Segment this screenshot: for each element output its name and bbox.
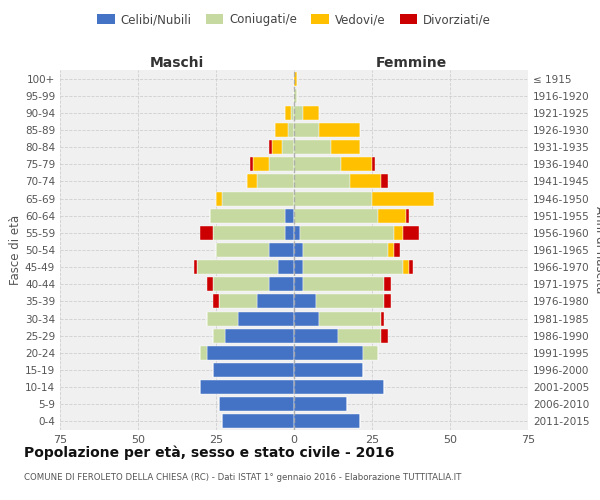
Bar bbox=[409, 260, 413, 274]
Text: COMUNE DI FEROLETO DELLA CHIESA (RC) - Dati ISTAT 1° gennaio 2016 - Elaborazione: COMUNE DI FEROLETO DELLA CHIESA (RC) - D… bbox=[24, 472, 461, 482]
Bar bbox=[350, 174, 382, 188]
Bar bbox=[269, 158, 294, 172]
Bar bbox=[250, 158, 253, 172]
Bar bbox=[294, 243, 304, 257]
Bar bbox=[319, 123, 359, 137]
Bar bbox=[294, 312, 319, 326]
Bar bbox=[294, 174, 350, 188]
Text: Popolazione per età, sesso e stato civile - 2016: Popolazione per età, sesso e stato civil… bbox=[24, 445, 394, 460]
Bar bbox=[253, 158, 269, 172]
Bar bbox=[382, 174, 388, 188]
Bar bbox=[272, 140, 281, 154]
Bar bbox=[294, 380, 385, 394]
Bar bbox=[382, 328, 388, 342]
Bar bbox=[269, 243, 294, 257]
Bar bbox=[388, 243, 394, 257]
Y-axis label: Fasce di età: Fasce di età bbox=[9, 215, 22, 285]
Bar bbox=[197, 260, 278, 274]
Bar bbox=[200, 346, 206, 360]
Bar bbox=[284, 208, 294, 222]
Bar bbox=[194, 260, 197, 274]
Bar bbox=[294, 192, 372, 205]
Bar bbox=[294, 158, 341, 172]
Bar bbox=[257, 294, 294, 308]
Legend: Celibi/Nubili, Coniugati/e, Vedovi/e, Divorziati/e: Celibi/Nubili, Coniugati/e, Vedovi/e, Di… bbox=[92, 8, 496, 31]
Bar bbox=[288, 123, 294, 137]
Bar bbox=[294, 398, 347, 411]
Bar bbox=[284, 106, 291, 120]
Bar bbox=[294, 106, 304, 120]
Bar bbox=[291, 106, 294, 120]
Bar bbox=[304, 106, 319, 120]
Bar bbox=[238, 312, 294, 326]
Bar bbox=[341, 158, 372, 172]
Bar bbox=[269, 140, 272, 154]
Bar bbox=[294, 123, 319, 137]
Bar bbox=[247, 174, 257, 188]
Bar bbox=[200, 226, 213, 240]
Bar bbox=[294, 294, 316, 308]
Bar bbox=[257, 174, 294, 188]
Bar bbox=[216, 243, 269, 257]
Bar bbox=[331, 140, 359, 154]
Bar bbox=[338, 328, 382, 342]
Bar bbox=[219, 398, 294, 411]
Bar bbox=[213, 363, 294, 377]
Bar bbox=[378, 208, 406, 222]
Bar bbox=[362, 346, 378, 360]
Bar bbox=[304, 260, 403, 274]
Text: Maschi: Maschi bbox=[150, 56, 204, 70]
Bar bbox=[213, 278, 269, 291]
Bar bbox=[403, 260, 409, 274]
Bar bbox=[316, 294, 385, 308]
Bar bbox=[294, 346, 362, 360]
Bar bbox=[206, 346, 294, 360]
Bar bbox=[385, 278, 391, 291]
Bar bbox=[294, 414, 359, 428]
Bar bbox=[394, 226, 403, 240]
Bar bbox=[284, 226, 294, 240]
Bar bbox=[294, 140, 331, 154]
Bar bbox=[294, 208, 378, 222]
Bar bbox=[294, 260, 304, 274]
Bar bbox=[226, 328, 294, 342]
Bar bbox=[206, 312, 238, 326]
Bar bbox=[275, 123, 288, 137]
Bar bbox=[294, 226, 300, 240]
Text: Femmine: Femmine bbox=[376, 56, 446, 70]
Bar bbox=[294, 72, 297, 86]
Bar bbox=[319, 312, 382, 326]
Bar bbox=[372, 192, 434, 205]
Bar bbox=[213, 226, 284, 240]
Bar bbox=[278, 260, 294, 274]
Bar bbox=[294, 328, 338, 342]
Bar bbox=[222, 192, 294, 205]
Bar bbox=[403, 226, 419, 240]
Bar bbox=[304, 278, 385, 291]
Bar bbox=[372, 158, 375, 172]
Bar bbox=[406, 208, 409, 222]
Bar bbox=[385, 294, 391, 308]
Bar bbox=[216, 192, 222, 205]
Bar bbox=[269, 278, 294, 291]
Bar bbox=[210, 208, 284, 222]
Bar bbox=[206, 278, 213, 291]
Bar bbox=[300, 226, 394, 240]
Bar bbox=[213, 294, 219, 308]
Bar bbox=[382, 312, 385, 326]
Bar bbox=[294, 278, 304, 291]
Bar bbox=[394, 243, 400, 257]
Bar bbox=[281, 140, 294, 154]
Bar bbox=[294, 363, 362, 377]
Bar bbox=[219, 294, 257, 308]
Bar bbox=[213, 328, 226, 342]
Bar bbox=[200, 380, 294, 394]
Bar bbox=[294, 88, 297, 102]
Bar bbox=[304, 243, 388, 257]
Y-axis label: Anni di nascita: Anni di nascita bbox=[593, 206, 600, 294]
Bar bbox=[222, 414, 294, 428]
